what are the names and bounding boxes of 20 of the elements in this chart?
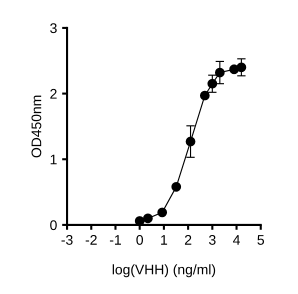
x-tick-label: -2 bbox=[86, 235, 97, 245]
x-tick-label: -3 bbox=[61, 235, 73, 245]
x-tick-label: 4 bbox=[232, 235, 240, 245]
x-tick-label: 5 bbox=[257, 235, 264, 245]
x-tick-label: 1 bbox=[161, 235, 168, 245]
y-tick-label: 3 bbox=[50, 23, 57, 34]
point bbox=[143, 213, 153, 224]
y-tick-label: 2 bbox=[50, 88, 57, 99]
x-tick-label: 3 bbox=[208, 235, 216, 245]
point bbox=[200, 90, 210, 100]
x-tick-label: 2 bbox=[184, 235, 192, 245]
x-tick-label: -1 bbox=[110, 235, 121, 245]
point bbox=[134, 216, 145, 225]
y-tick-label: 0 bbox=[50, 220, 57, 230]
y-axis-title: OD450nm bbox=[31, 96, 42, 158]
point bbox=[171, 182, 182, 192]
x-axis-title: log(VHH) (ng/ml) bbox=[112, 264, 216, 278]
x-tick-label: 0 bbox=[136, 235, 144, 245]
point bbox=[157, 208, 168, 218]
y-tick-label: 1 bbox=[50, 154, 57, 164]
